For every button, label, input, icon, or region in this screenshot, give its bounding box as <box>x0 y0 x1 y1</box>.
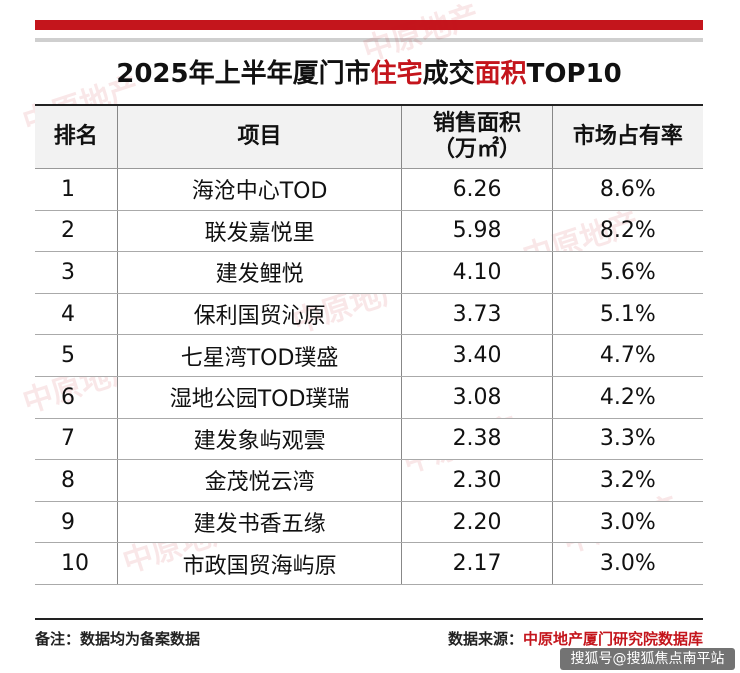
title-part: TOP10 <box>526 59 622 89</box>
title-part: 成交 <box>422 59 475 89</box>
table-row: 4 保利国贸沁原 3.73 5.1% <box>35 293 703 336</box>
area-cell: 4.10 <box>402 252 553 293</box>
sohu-watermark: 搜狐号@搜狐焦点南平站 <box>560 648 735 670</box>
share-cell: 8.6% <box>599 176 656 202</box>
header-area-line1: 销售面积 <box>433 111 522 136</box>
header-area: 销售面积 （万㎡） <box>402 106 553 168</box>
footer: 备注：数据均为备案数据 数据来源：中原地产厦门研究院数据库 <box>35 622 703 650</box>
grey-rule <box>35 38 703 42</box>
table-bottom-rule <box>35 608 703 620</box>
rank-cell: 10 <box>35 543 118 584</box>
share-cell: 8.2% <box>599 218 656 244</box>
share-cell: 4.7% <box>599 343 656 369</box>
rank-cell: 7 <box>35 418 118 460</box>
area-cell: 2.17 <box>402 543 553 584</box>
area-cell: 3.73 <box>402 293 553 335</box>
footer-source: 数据来源：中原地产厦门研究院数据库 <box>448 628 703 649</box>
area-cell: 2.38 <box>402 418 553 460</box>
rank-cell: 3 <box>35 252 118 293</box>
share-cell: 3.2% <box>599 467 656 493</box>
project-cell: 建发象屿观雲 <box>118 418 403 460</box>
table-row: 9 建发书香五缘 2.20 3.0% <box>35 501 703 544</box>
table-row: 6 湿地公园TOD璞瑞 3.08 4.2% <box>35 376 703 419</box>
header-share: 市场占有率 <box>572 124 683 149</box>
rank-cell: 6 <box>35 376 118 418</box>
share-cell: 5.6% <box>599 259 656 285</box>
top-accent-bar <box>35 20 703 30</box>
table-row: 1 海沧中心TOD 6.26 8.6% <box>35 169 703 211</box>
area-cell: 5.98 <box>402 210 553 252</box>
project-cell: 金茂悦云湾 <box>118 460 403 501</box>
project-cell: 海沧中心TOD <box>118 169 403 210</box>
table-row: 8 金茂悦云湾 2.30 3.2% <box>35 460 703 502</box>
project-cell: 湿地公园TOD璞瑞 <box>118 376 403 418</box>
area-cell: 3.08 <box>402 376 553 418</box>
title-highlight: 住宅 <box>370 59 423 89</box>
table-row: 7 建发象屿观雲 2.38 3.3% <box>35 418 703 461</box>
project-cell: 保利国贸沁原 <box>118 293 403 335</box>
rank-cell: 1 <box>35 169 118 210</box>
project-cell: 建发鲤悦 <box>118 252 403 293</box>
header-project: 项目 <box>118 106 403 168</box>
project-cell: 联发嘉悦里 <box>118 210 403 252</box>
table-row: 5 七星湾TOD璞盛 3.40 4.7% <box>35 335 703 377</box>
footer-source-label: 数据来源： <box>447 630 523 648</box>
share-cell: 3.0% <box>599 509 656 535</box>
rank-cell: 8 <box>35 460 118 501</box>
project-cell: 市政国贸海屿原 <box>118 543 403 584</box>
table-row: 2 联发嘉悦里 5.98 8.2% <box>35 210 703 253</box>
area-cell: 3.40 <box>402 335 553 376</box>
rank-cell: 4 <box>35 293 118 335</box>
footer-note: 备注：数据均为备案数据 <box>35 630 201 648</box>
footer-source-value: 中原地产厦门研究院数据库 <box>522 630 703 648</box>
share-cell: 3.3% <box>599 426 656 452</box>
header-area-line2: （万㎡） <box>433 137 522 162</box>
rank-cell: 9 <box>35 501 118 543</box>
area-cell: 2.20 <box>402 501 553 543</box>
rank-cell: 5 <box>35 335 118 376</box>
rank-cell: 2 <box>35 210 118 252</box>
title-highlight: 面积 <box>474 59 527 89</box>
share-cell: 3.0% <box>599 551 656 577</box>
page-title: 2025年上半年厦门市住宅成交面积TOP10 <box>35 44 703 104</box>
share-cell: 5.1% <box>599 301 656 327</box>
project-cell: 建发书香五缘 <box>118 501 403 543</box>
ranking-table: 排名 项目 销售面积 （万㎡） 市场占有率 1 海沧中心TOD 6.26 8.6% 2 联… <box>35 104 703 585</box>
table-header: 排名 项目 销售面积 （万㎡） 市场占有率 <box>35 104 703 169</box>
table-row: 3 建发鲤悦 4.10 5.6% <box>35 252 703 294</box>
project-cell: 七星湾TOD璞盛 <box>118 335 403 376</box>
share-cell: 4.2% <box>599 384 656 410</box>
area-cell: 6.26 <box>402 169 553 210</box>
title-part: 2025年上半年厦门市 <box>116 59 371 89</box>
header-rank: 排名 <box>35 106 118 168</box>
area-cell: 2.30 <box>402 460 553 501</box>
table-body: 1 海沧中心TOD 6.26 8.6% 2 联发嘉悦里 5.98 8.2% 3 建发鲤悦 4.10 5… <box>35 169 703 585</box>
table-row: 10 市政国贸海屿原 2.17 3.0% <box>35 543 703 585</box>
